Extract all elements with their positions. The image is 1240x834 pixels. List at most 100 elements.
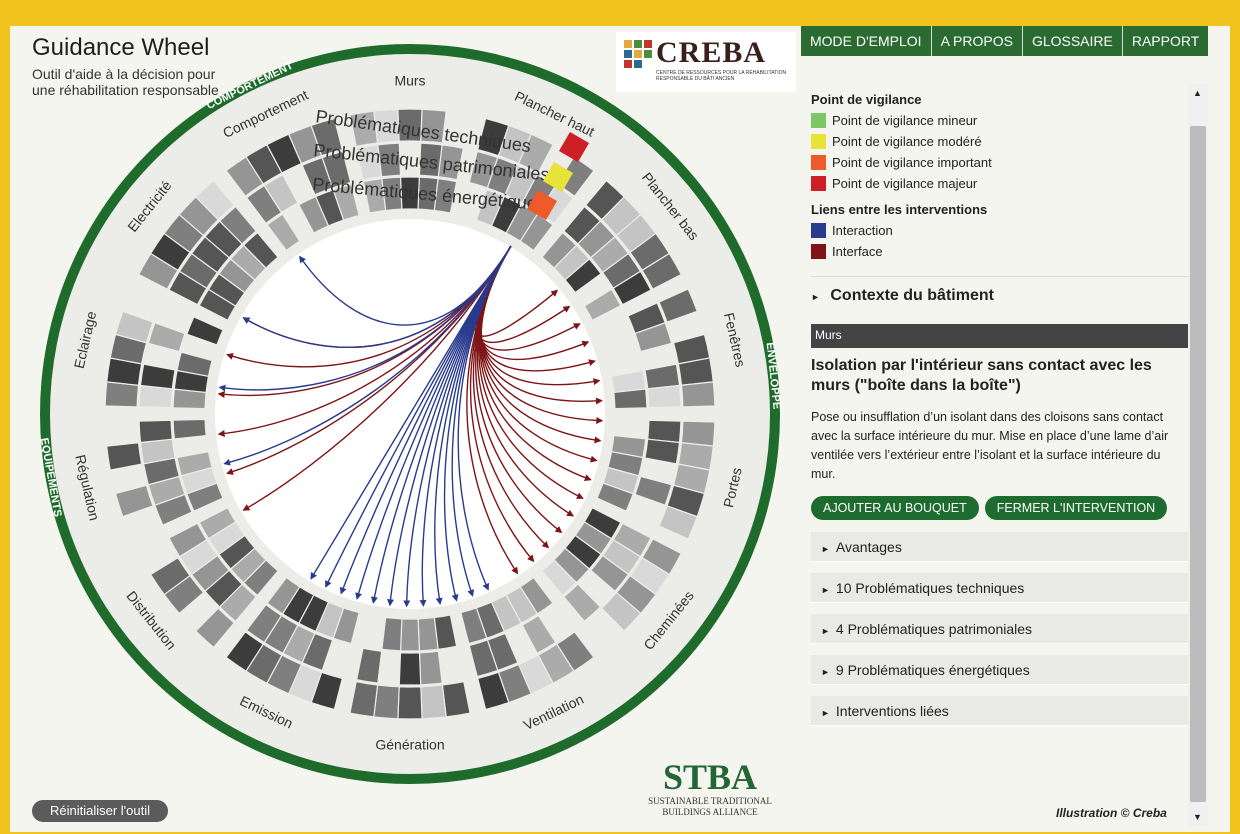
legend-label: Point de vigilance modéré [832, 134, 982, 149]
sector-cell [583, 288, 622, 322]
info-panel: Point de vigilance Point de vigilance mi… [811, 86, 1188, 826]
sector-cell [541, 559, 578, 597]
sector-cell [600, 591, 642, 632]
app-subtitle: Outil d'aide à la décision pour une réha… [32, 66, 219, 98]
caret-right-icon: ► [821, 544, 830, 554]
caret-right-icon: ► [821, 708, 830, 718]
accordion-problematiques-techniques[interactable]: ► 10 Problématiques techniques [811, 573, 1188, 603]
sector-cell [139, 363, 176, 390]
sector-cell [399, 618, 421, 652]
sector-cell [194, 179, 236, 221]
sector-cell [332, 183, 360, 221]
stba-line2: BUILDINGS ALLIANCE [662, 807, 758, 817]
wheel-sector-blocks [104, 108, 716, 720]
sector-cell [321, 150, 352, 189]
sector-cell [106, 442, 143, 471]
creba-mark-icon [624, 40, 652, 68]
sector-cell [245, 603, 283, 644]
sector-cell [168, 522, 208, 558]
sector-cell [468, 639, 499, 678]
nav-glossaire[interactable]: GLOSSAIRE [1021, 26, 1122, 56]
swatch-interaction [811, 223, 826, 238]
sector-cell [476, 671, 510, 711]
stba-wordmark: STBA [662, 757, 758, 797]
intervention-category: Murs [811, 324, 1188, 348]
context-toggle[interactable]: ► Contexte du bâtiment [811, 276, 1188, 318]
sector-cell [644, 438, 681, 465]
vigilance-important-marker [526, 189, 558, 221]
vigilance-modere-marker [542, 161, 574, 193]
sector-cell [680, 381, 716, 408]
panel-scrollbar[interactable]: ▲ ▼ [1188, 84, 1208, 826]
link-curve [242, 245, 512, 511]
accordion-label: Interventions liées [835, 703, 949, 719]
sector-cell [176, 450, 213, 477]
sector-cell [521, 614, 557, 655]
scroll-down-icon[interactable]: ▼ [1193, 812, 1202, 822]
sector-cell [634, 475, 673, 506]
wheel-sector-label[interactable]: Génération [375, 737, 444, 753]
accordion-problematiques-energetiques[interactable]: ► 9 Problématiques énergétiques [811, 655, 1188, 685]
accordion-problematiques-patrimoniales[interactable]: ► 4 Problématiques patrimoniales [811, 614, 1188, 644]
accordion-interventions-liees[interactable]: ► Interventions liées [811, 696, 1188, 726]
wheel-sector-label[interactable]: Murs [394, 73, 425, 89]
scroll-thumb[interactable] [1190, 126, 1206, 802]
nav-a-propos[interactable]: A PROPOS [930, 26, 1022, 56]
reset-tool-button[interactable]: Réinitialiser l'outil [32, 800, 168, 822]
nav-rapport[interactable]: RAPPORT [1121, 26, 1209, 56]
swatch-majeur [811, 176, 826, 191]
intervention-actions: AJOUTER AU BOUQUET FERMER L'INTERVENTION [811, 496, 1188, 520]
legend-item-interface: Interface [811, 241, 1188, 262]
creba-logo: CREBA CENTRE DE RESSOURCES POUR LA RÉHAB… [616, 32, 796, 92]
sector-cell [634, 322, 673, 353]
add-to-bouquet-button[interactable]: AJOUTER AU BOUQUET [811, 496, 979, 520]
sector-cell [266, 576, 301, 615]
sector-cell [596, 482, 634, 512]
accordion-avantages[interactable]: ► Avantages [811, 532, 1188, 562]
sector-cell [658, 288, 698, 323]
sector-cell [680, 420, 716, 447]
sector-cell [420, 108, 447, 144]
sector-cell [186, 316, 224, 346]
app-title: Guidance Wheel [32, 34, 210, 61]
sector-cell [460, 607, 488, 645]
link-curve [466, 245, 519, 575]
vigilance-markers [526, 131, 590, 221]
sector-cell [612, 270, 652, 306]
stba-logo: STBA SUSTAINABLE TRADITIONAL BUILDINGS A… [630, 758, 790, 818]
sector-cell [433, 178, 458, 214]
sector-cell [647, 384, 682, 409]
close-intervention-button[interactable]: FERMER L'INTERVENTION [984, 496, 1168, 520]
sector-cell [225, 630, 265, 672]
legend-item-interaction: Interaction [811, 220, 1188, 241]
intervention-description: Pose ou insufflation d’un isolant dans d… [811, 410, 1169, 481]
sector-cell [242, 231, 279, 269]
legend-label: Interface [832, 244, 883, 259]
sector-cell [397, 686, 423, 720]
sector-cell [310, 117, 344, 157]
sector-cell [198, 506, 237, 540]
scroll-up-icon[interactable]: ▲ [1193, 88, 1202, 98]
intervention-title: Isolation par l'intérieur sans contact a… [811, 357, 1152, 394]
caret-right-icon: ► [821, 626, 830, 636]
legend-item-majeur: Point de vigilance majeur [811, 173, 1188, 194]
vigilance-majeur-marker [558, 131, 590, 163]
link-curve [310, 245, 512, 580]
sector-cell [381, 616, 403, 652]
sector-cell [147, 322, 186, 353]
sector-cell [517, 133, 554, 174]
accordion-label: 4 Problématiques patrimoniales [835, 621, 1033, 637]
top-navigation: MODE D'EMPLOI A PROPOS GLOSSAIRE RAPPORT [801, 26, 1209, 56]
sector-cell [172, 418, 207, 440]
swatch-modere [811, 134, 826, 149]
sector-cell [263, 173, 299, 214]
legend-vigilance-title: Point de vigilance [811, 92, 922, 107]
swatch-important [811, 155, 826, 170]
legend-links-title: Liens entre les interventions [811, 202, 988, 217]
sector-cell [589, 554, 630, 593]
legend-label: Interaction [832, 223, 893, 238]
sector-cell [114, 484, 154, 518]
nav-mode-emploi[interactable]: MODE D'EMPLOI [801, 26, 931, 56]
accordion-label: 9 Problématiques énergétiques [835, 662, 1030, 678]
